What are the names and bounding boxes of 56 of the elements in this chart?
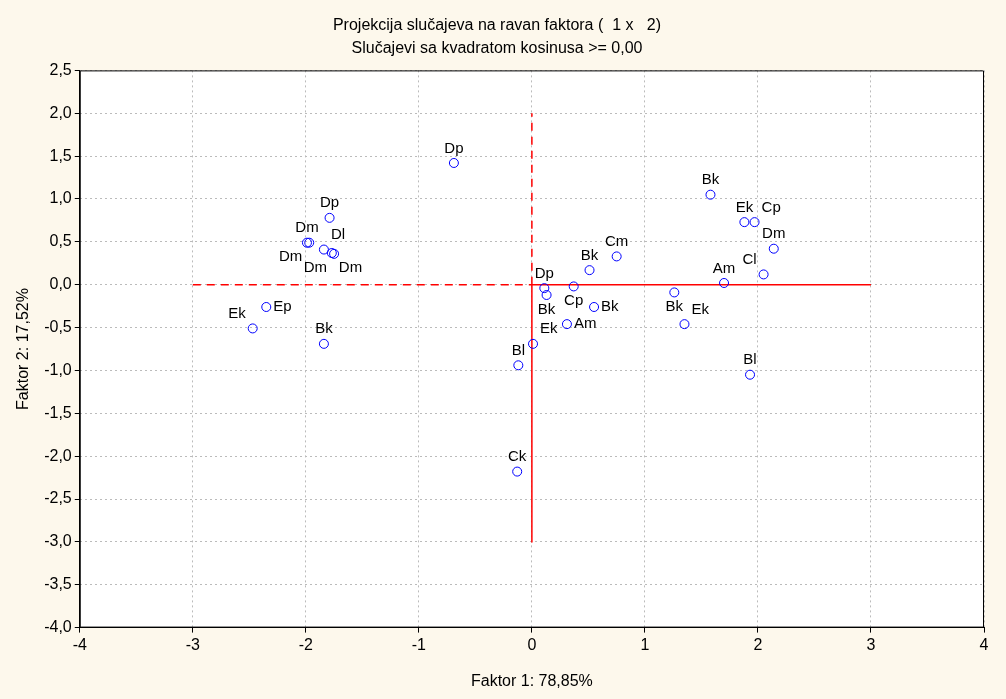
x-tick-label: 0: [527, 635, 537, 653]
y-tick-label: 1,0: [49, 189, 72, 207]
y-tick-label: 1,5: [49, 146, 72, 164]
y-tick-label: -3,5: [44, 575, 72, 593]
data-label: Bk: [315, 319, 334, 337]
y-tick-label: 0,5: [49, 232, 72, 250]
data-label: Ep: [273, 297, 292, 315]
data-label: Bk: [601, 297, 620, 315]
data-label: Dp: [319, 193, 340, 211]
data-label: Dp: [534, 263, 554, 281]
y-tick-label: -2,0: [44, 446, 72, 464]
x-tick-label: -4: [72, 635, 87, 653]
y-tick-label: -1,0: [44, 360, 72, 378]
data-label: Dl: [330, 225, 346, 243]
x-tick-label: 3: [866, 635, 876, 653]
data-label: Bl: [743, 350, 757, 368]
data-label: Dm: [762, 224, 786, 242]
data-label: Cl: [742, 250, 757, 268]
data-label: Ek: [735, 197, 754, 215]
chart-subtitle: Slučajevi sa kvadratom kosinusa >= 0,00: [351, 39, 643, 57]
chart-title: Projekcija slučajeva na ravan faktora ( 1 x 2): [332, 16, 662, 34]
data-label: Dm: [338, 257, 363, 275]
data-label: Bl: [511, 340, 525, 358]
data-label: Dp: [444, 138, 464, 156]
data-label: Dm: [278, 247, 303, 265]
x-tick-label: -3: [185, 635, 201, 653]
data-label: Ek: [540, 319, 559, 337]
y-tick-label: 0,0: [49, 275, 72, 293]
data-label: Dm: [295, 218, 319, 236]
data-label: Ek: [228, 304, 247, 322]
x-axis-title: Faktor 1: 78,85%: [470, 671, 593, 689]
data-label: Ck: [508, 447, 527, 465]
x-tick-label: -1: [411, 635, 427, 653]
x-tick-label: 2: [753, 635, 763, 653]
x-tick-label: 4: [979, 635, 989, 653]
data-label: Am: [712, 258, 736, 276]
y-tick-label: -0,5: [44, 317, 72, 335]
y-tick-label: 2,0: [49, 103, 72, 121]
data-label: Cp: [761, 197, 781, 215]
x-tick-label: 1: [640, 635, 650, 653]
data-label: Bk: [580, 245, 599, 263]
data-label: Dm: [303, 258, 328, 276]
data-label: Bk: [665, 297, 684, 315]
data-label: Cp: [564, 291, 584, 309]
data-label: Cm: [604, 232, 629, 250]
data-label: Bk: [701, 170, 720, 188]
data-label: Ek: [691, 299, 710, 317]
y-tick-label: -1,5: [44, 403, 72, 421]
y-tick-label: 2,5: [49, 60, 72, 78]
data-label: Bk: [537, 299, 556, 317]
x-tick-label: -2: [298, 635, 314, 653]
y-tick-label: -4,0: [44, 618, 72, 636]
y-tick-label: -3,0: [44, 532, 72, 550]
y-axis-title: Faktor 2: 17,52%: [14, 288, 32, 410]
data-label: Am: [573, 314, 597, 332]
y-tick-label: -2,5: [44, 489, 72, 507]
